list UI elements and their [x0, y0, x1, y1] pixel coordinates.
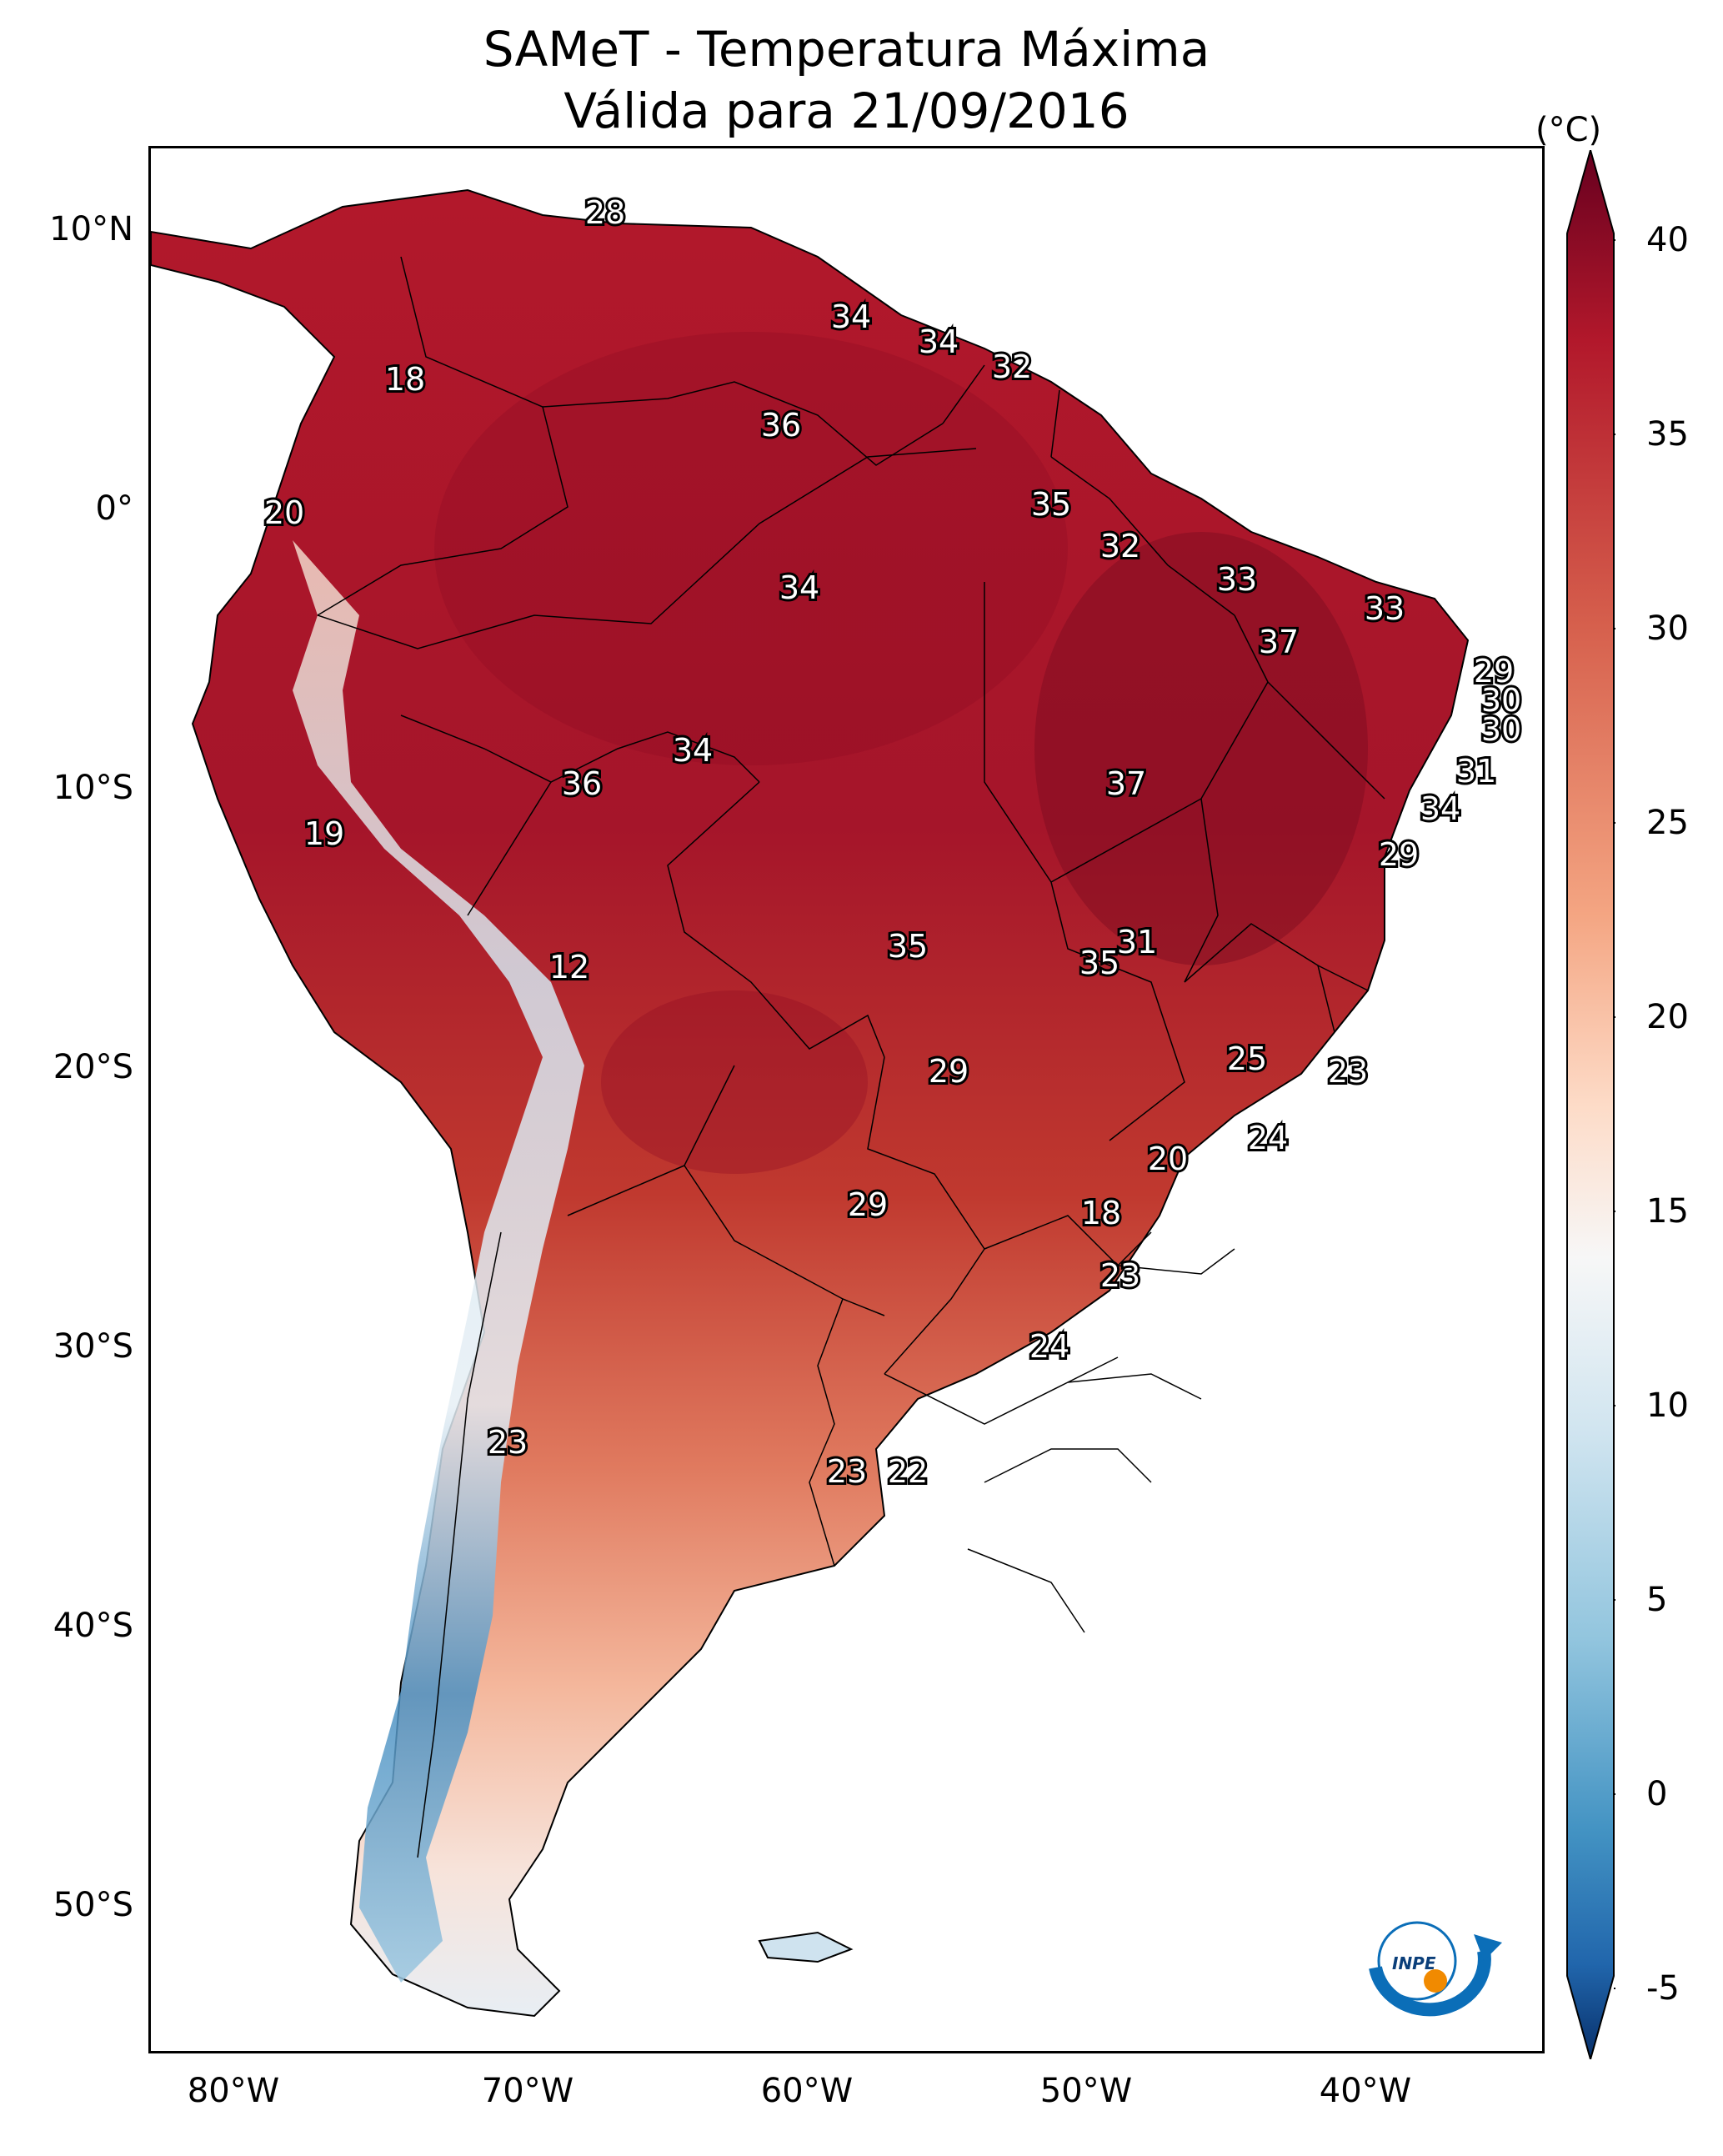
- temp-label: 36: [761, 407, 801, 444]
- temp-label: 34: [779, 569, 819, 606]
- colorbar-tick-label: 30: [1646, 609, 1689, 648]
- map-title: SAMeT - Temperatura Máxima Válida para 2…: [148, 18, 1545, 142]
- temp-label: 34: [919, 323, 959, 360]
- lat-label-50s: 50°S: [53, 1886, 133, 1924]
- temp-label: 32: [1100, 528, 1140, 564]
- lat-label-20s: 20°S: [53, 1048, 133, 1086]
- lat-label-10n: 10°N: [49, 210, 133, 248]
- temp-label: 29: [1379, 836, 1419, 873]
- map-canvas: 28 34 34 32 18 36 35 20 32 33 34 33 37 2…: [151, 188, 1524, 2018]
- temp-label: 35: [1031, 486, 1071, 523]
- temp-label: 25: [1227, 1040, 1267, 1077]
- temp-label: 37: [1106, 765, 1146, 802]
- colorbar-tick-label: 0: [1646, 1775, 1668, 1813]
- colorbar-tick-label: 15: [1646, 1192, 1689, 1231]
- temp-label: 35: [888, 928, 928, 965]
- lon-label-60w: 60°W: [760, 2072, 854, 2110]
- lon-label-70w: 70°W: [481, 2072, 574, 2110]
- colorbar-tick-label: 5: [1646, 1581, 1668, 1619]
- temp-label: 34: [673, 732, 713, 769]
- temp-label: 29: [848, 1186, 888, 1223]
- hot-core-northeast: [1034, 532, 1368, 965]
- colorbar-tick-label: 20: [1646, 998, 1689, 1036]
- colorbar-tick-label: 10: [1646, 1386, 1689, 1425]
- colorbar-tick-label: -5: [1646, 1969, 1680, 2008]
- lat-label-40s: 40°S: [53, 1607, 133, 1645]
- colorbar-tick-label: 35: [1646, 415, 1689, 454]
- temp-label: 22: [888, 1453, 928, 1490]
- temp-label: 20: [264, 494, 304, 531]
- lon-label-80w: 80°W: [187, 2072, 280, 2110]
- temp-label: 32: [992, 348, 1032, 385]
- logo-text: INPE: [1392, 1953, 1436, 1973]
- falkland-islands: [758, 1931, 854, 1963]
- temp-label: 30: [1481, 682, 1521, 719]
- temp-label: 20: [1148, 1141, 1188, 1177]
- colorbar: [1566, 150, 1615, 2059]
- map-panel: 28 34 34 32 18 36 35 20 32 33 34 33 37 2…: [148, 146, 1545, 2053]
- temp-label: 33: [1217, 561, 1257, 598]
- temp-label: 23: [1328, 1053, 1368, 1090]
- temp-label: 23: [827, 1453, 867, 1490]
- lat-label-0: 0°: [95, 489, 133, 528]
- hot-core-chaco: [601, 990, 868, 1174]
- temp-label: 23: [488, 1424, 528, 1461]
- temp-label: 24: [1029, 1328, 1069, 1365]
- lon-label-40w: 40°W: [1319, 2072, 1412, 2110]
- temp-label: 31: [1117, 924, 1157, 960]
- colorbar-unit: (°C): [1535, 111, 1602, 149]
- colorbar-tick-label: 40: [1646, 221, 1689, 259]
- temp-label: 28: [585, 194, 625, 231]
- temp-label: 23: [1100, 1257, 1140, 1294]
- lat-label-30s: 30°S: [53, 1327, 133, 1366]
- temp-label: 36: [562, 765, 602, 802]
- temp-label: 18: [1081, 1195, 1121, 1231]
- lat-label-10s: 10°S: [53, 769, 133, 807]
- temp-label: 19: [304, 815, 344, 852]
- temp-label: 24: [1248, 1120, 1288, 1156]
- temp-label: 29: [929, 1053, 969, 1090]
- temp-label: 18: [385, 361, 425, 398]
- colorbar-tick-label: 25: [1646, 804, 1689, 842]
- temp-label: 29: [1474, 653, 1514, 689]
- temp-label: 31: [1456, 753, 1496, 790]
- temp-label: 12: [549, 949, 589, 985]
- lon-label-50w: 50°W: [1039, 2072, 1133, 2110]
- country-borders: [317, 256, 1385, 1858]
- title-line-1: SAMeT - Temperatura Máxima: [483, 21, 1210, 78]
- temp-label: 30: [1481, 711, 1521, 748]
- inpe-logo: INPE: [1369, 1921, 1502, 2017]
- temp-label: 33: [1365, 590, 1405, 627]
- title-line-2: Válida para 21/09/2016: [563, 83, 1129, 139]
- temp-label: 34: [831, 298, 871, 335]
- temperature-labels: 28 34 34 32 18 36 35 20 32 33 34 33 37 2…: [262, 192, 1524, 1492]
- temp-label: 35: [1079, 945, 1119, 981]
- hot-core-north: [434, 332, 1068, 765]
- temp-label: 37: [1259, 624, 1299, 660]
- temp-label: 34: [1420, 790, 1460, 827]
